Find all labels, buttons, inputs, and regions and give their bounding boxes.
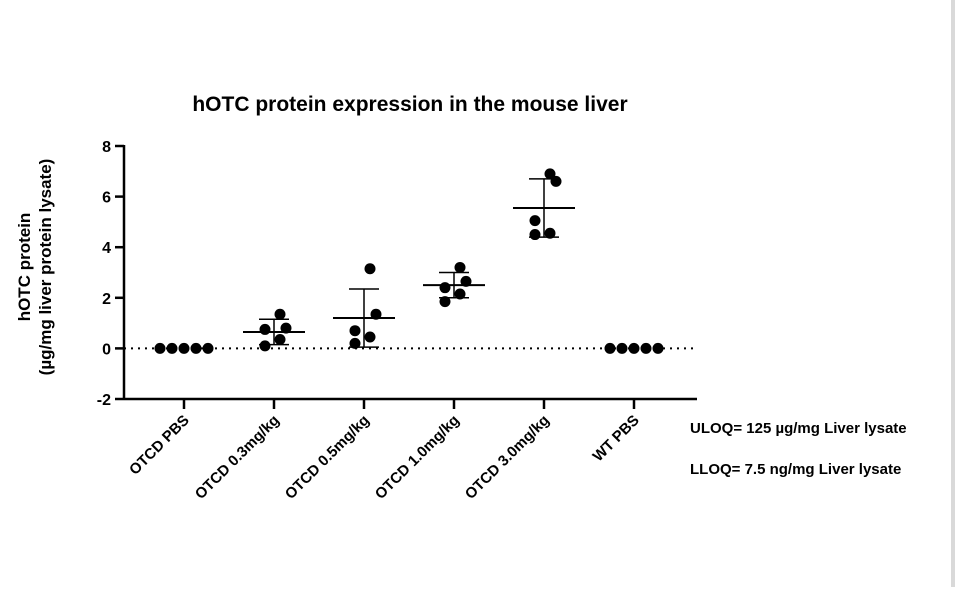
y-tick-label: 6 bbox=[102, 190, 111, 207]
data-point bbox=[259, 323, 271, 335]
data-point bbox=[529, 215, 541, 227]
y-tick-label: 2 bbox=[102, 291, 111, 308]
y-axis-label-line2: (µg/mg liver protein lysate) bbox=[36, 159, 55, 376]
data-point bbox=[190, 342, 202, 354]
x-tick-label: OTCD 3.0mg/kg bbox=[462, 412, 553, 503]
data-point bbox=[544, 168, 556, 180]
data-point bbox=[166, 342, 178, 354]
data-point bbox=[364, 331, 376, 343]
data-point bbox=[274, 308, 286, 320]
window-edge bbox=[951, 0, 955, 587]
y-tick-label: 4 bbox=[102, 240, 111, 257]
data-point bbox=[454, 261, 466, 273]
data-point bbox=[460, 275, 472, 287]
data-point bbox=[154, 342, 166, 354]
y-axis-label-line1: hOTC protein bbox=[15, 213, 34, 322]
data-point bbox=[604, 342, 616, 354]
data-point bbox=[178, 342, 190, 354]
data-point bbox=[550, 175, 562, 187]
y-tick-label: 0 bbox=[102, 341, 111, 358]
y-tick-label: -2 bbox=[97, 392, 111, 409]
data-point bbox=[364, 263, 376, 275]
data-point bbox=[370, 308, 382, 320]
data-point bbox=[274, 334, 286, 346]
data-point bbox=[349, 325, 361, 337]
data-point bbox=[652, 342, 664, 354]
data-point bbox=[439, 296, 451, 308]
data-point bbox=[454, 288, 466, 300]
data-point bbox=[640, 342, 652, 354]
x-tick-label: WT PBS bbox=[590, 412, 643, 465]
y-tick-label: 8 bbox=[102, 139, 111, 156]
x-tick-label: OTCD PBS bbox=[126, 412, 193, 479]
data-point bbox=[439, 282, 451, 294]
data-point bbox=[202, 342, 214, 354]
data-point bbox=[544, 227, 556, 239]
data-point bbox=[529, 229, 541, 241]
data-point bbox=[628, 342, 640, 354]
x-tick-label: OTCD 1.0mg/kg bbox=[372, 412, 463, 503]
data-point bbox=[280, 322, 292, 334]
data-point bbox=[616, 342, 628, 354]
data-point bbox=[259, 340, 271, 352]
chart-title: hOTC protein expression in the mouse liv… bbox=[192, 93, 627, 116]
x-tick-label: OTCD 0.3mg/kg bbox=[192, 412, 283, 503]
lloq-annotation: LLOQ= 7.5 ng/mg Liver lysate bbox=[690, 461, 901, 478]
uloq-annotation: ULOQ= 125 µg/mg Liver lysate bbox=[690, 420, 907, 437]
x-tick-label: OTCD 0.5mg/kg bbox=[282, 412, 373, 503]
data-point bbox=[349, 337, 361, 349]
